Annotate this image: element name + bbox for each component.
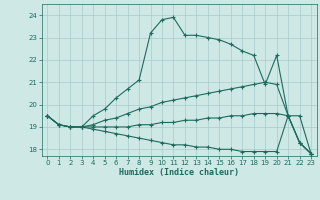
X-axis label: Humidex (Indice chaleur): Humidex (Indice chaleur) (119, 168, 239, 177)
